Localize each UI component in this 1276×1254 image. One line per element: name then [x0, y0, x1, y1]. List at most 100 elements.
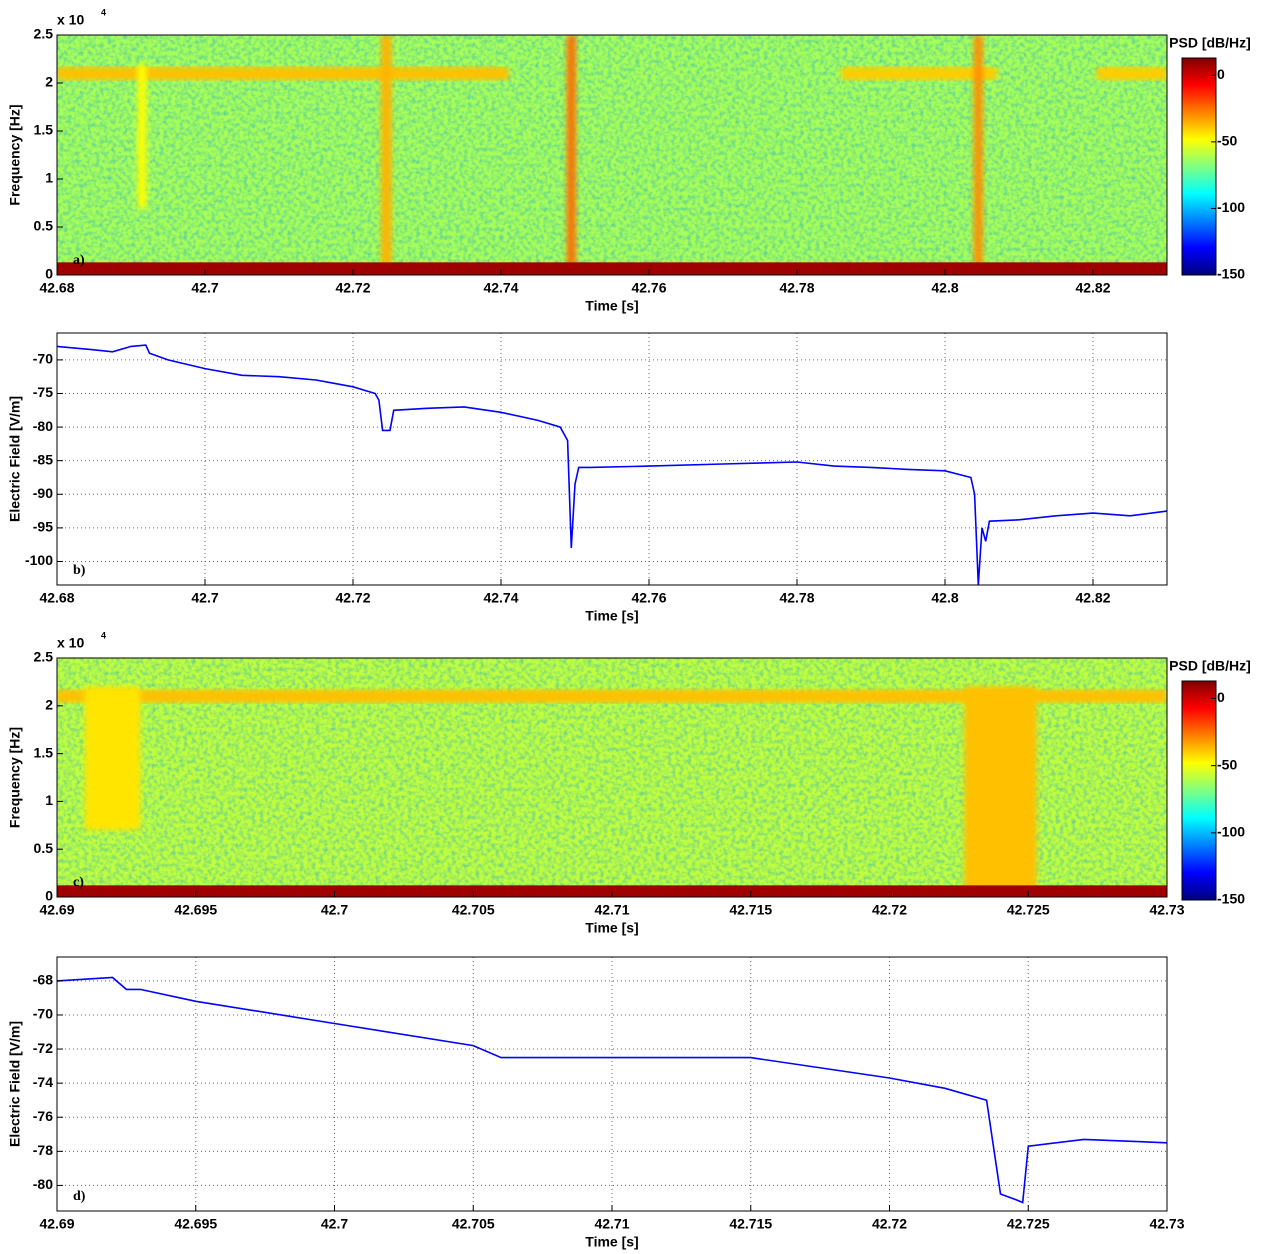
dc-band	[57, 262, 1167, 275]
y-tick-label: -68	[33, 972, 53, 988]
y-tick-label: -74	[33, 1074, 53, 1090]
x-tick-label: 42.725	[1007, 1216, 1050, 1232]
colorbar-tick-label: -150	[1217, 891, 1245, 907]
x-tick-label: 42.72	[872, 902, 907, 918]
axes-box	[56, 956, 1168, 1212]
x-tick-label: 42.74	[483, 280, 518, 296]
colorbar-tick-label: 0	[1217, 66, 1225, 82]
x-axis-label: Time [s]	[585, 1234, 638, 1250]
x-tick-label: 42.72	[872, 1216, 907, 1232]
x-tick-label: 42.73	[1149, 902, 1184, 918]
colorbar	[1181, 680, 1217, 901]
x-tick-label: 42.76	[631, 590, 666, 606]
y-axis-label: Electric Field [V/m]	[7, 1021, 23, 1147]
x-tick-label: 42.715	[729, 1216, 772, 1232]
x-tick-label: 42.8	[931, 590, 958, 606]
y-multiplier-exp: 4	[101, 630, 106, 640]
y-tick-label: -76	[33, 1108, 53, 1124]
y-tick-label: 2.5	[34, 649, 54, 665]
y-tick-label: -80	[33, 418, 53, 434]
tone-line	[57, 689, 1167, 703]
colorbar-tick-label: -100	[1217, 199, 1245, 215]
y-tick-label: 2.5	[34, 26, 54, 42]
colorbar-label: PSD [dB/Hz]	[1169, 35, 1251, 51]
tone-line	[841, 66, 997, 81]
y-tick-label: 2	[45, 74, 53, 90]
x-tick-label: 42.78	[779, 590, 814, 606]
x-tick-label: 42.72	[335, 590, 370, 606]
x-axis-label: Time [s]	[585, 298, 638, 314]
y-tick-label: -70	[33, 1006, 53, 1022]
y-tick-label: -95	[33, 519, 53, 535]
event	[381, 35, 392, 275]
colorbar-label: PSD [dB/Hz]	[1169, 658, 1251, 674]
y-tick-label: -85	[33, 451, 53, 467]
x-tick-label: 42.72	[335, 280, 370, 296]
y-tick-label: -78	[33, 1142, 53, 1158]
event	[84, 686, 141, 831]
y-tick-label: -100	[25, 552, 53, 568]
y-tick-label: -72	[33, 1040, 53, 1056]
y-axis-label: Frequency [Hz]	[7, 104, 23, 205]
axes-box	[56, 332, 1168, 586]
y-tick-label: -70	[33, 351, 53, 367]
x-tick-label: 42.715	[729, 902, 772, 918]
x-tick-label: 42.7	[191, 280, 218, 296]
x-tick-label: 42.69	[39, 902, 74, 918]
panel-label: d)	[73, 1189, 86, 1204]
y-tick-label: 0	[45, 266, 53, 282]
x-tick-label: 42.76	[631, 280, 666, 296]
x-axis-label: Time [s]	[585, 608, 638, 624]
y-tick-label: -90	[33, 485, 53, 501]
x-tick-label: 42.705	[452, 1216, 495, 1232]
field-line	[57, 976, 1167, 1204]
y-tick-label: 1	[45, 792, 53, 808]
x-tick-label: 42.82	[1075, 590, 1110, 606]
y-tick-label: 0	[45, 888, 53, 904]
colorbar-tick-label: -100	[1217, 824, 1245, 840]
x-tick-label: 42.69	[39, 1216, 74, 1232]
x-tick-label: 42.8	[931, 280, 958, 296]
x-tick-label: 42.71	[594, 902, 629, 918]
event	[137, 63, 147, 208]
panel-label: c)	[73, 875, 84, 890]
y-axis-label: Frequency [Hz]	[7, 727, 23, 828]
x-tick-label: 42.695	[174, 1216, 217, 1232]
x-tick-label: 42.82	[1075, 280, 1110, 296]
x-axis-label: Time [s]	[585, 920, 638, 936]
colorbar-tick-label: 0	[1217, 689, 1225, 705]
y-tick-label: 1.5	[34, 744, 54, 760]
colorbar-tick-label: -50	[1217, 133, 1237, 149]
y-multiplier-exp: 4	[101, 7, 106, 17]
y-multiplier: x 10	[57, 635, 84, 651]
x-tick-label: 42.7	[191, 590, 218, 606]
x-tick-label: 42.7	[321, 1216, 348, 1232]
y-tick-label: 1	[45, 170, 53, 186]
event	[964, 686, 1037, 897]
y-tick-label: 0.5	[34, 840, 54, 856]
x-tick-label: 42.78	[779, 280, 814, 296]
spectrogram	[57, 35, 1167, 275]
tone-line	[1096, 66, 1167, 81]
field-line	[57, 344, 1167, 585]
x-tick-label: 42.7	[321, 902, 348, 918]
x-tick-label: 42.68	[39, 590, 74, 606]
event	[566, 35, 576, 275]
x-tick-label: 42.73	[1149, 1216, 1184, 1232]
axes-box	[56, 34, 1168, 276]
colorbar-tick-label: -50	[1217, 756, 1237, 772]
panel-label: b)	[73, 563, 86, 578]
y-axis-label: Electric Field [V/m]	[7, 396, 23, 522]
y-tick-label: -80	[33, 1176, 53, 1192]
y-multiplier: x 10	[57, 12, 84, 28]
y-tick-label: 2	[45, 697, 53, 713]
x-tick-label: 42.71	[594, 1216, 629, 1232]
spectrogram	[57, 658, 1167, 897]
colorbar-tick-label: -150	[1217, 266, 1245, 282]
panel-label: a)	[73, 253, 85, 268]
x-tick-label: 42.705	[452, 902, 495, 918]
tone-line	[57, 66, 509, 81]
x-tick-label: 42.68	[39, 280, 74, 296]
